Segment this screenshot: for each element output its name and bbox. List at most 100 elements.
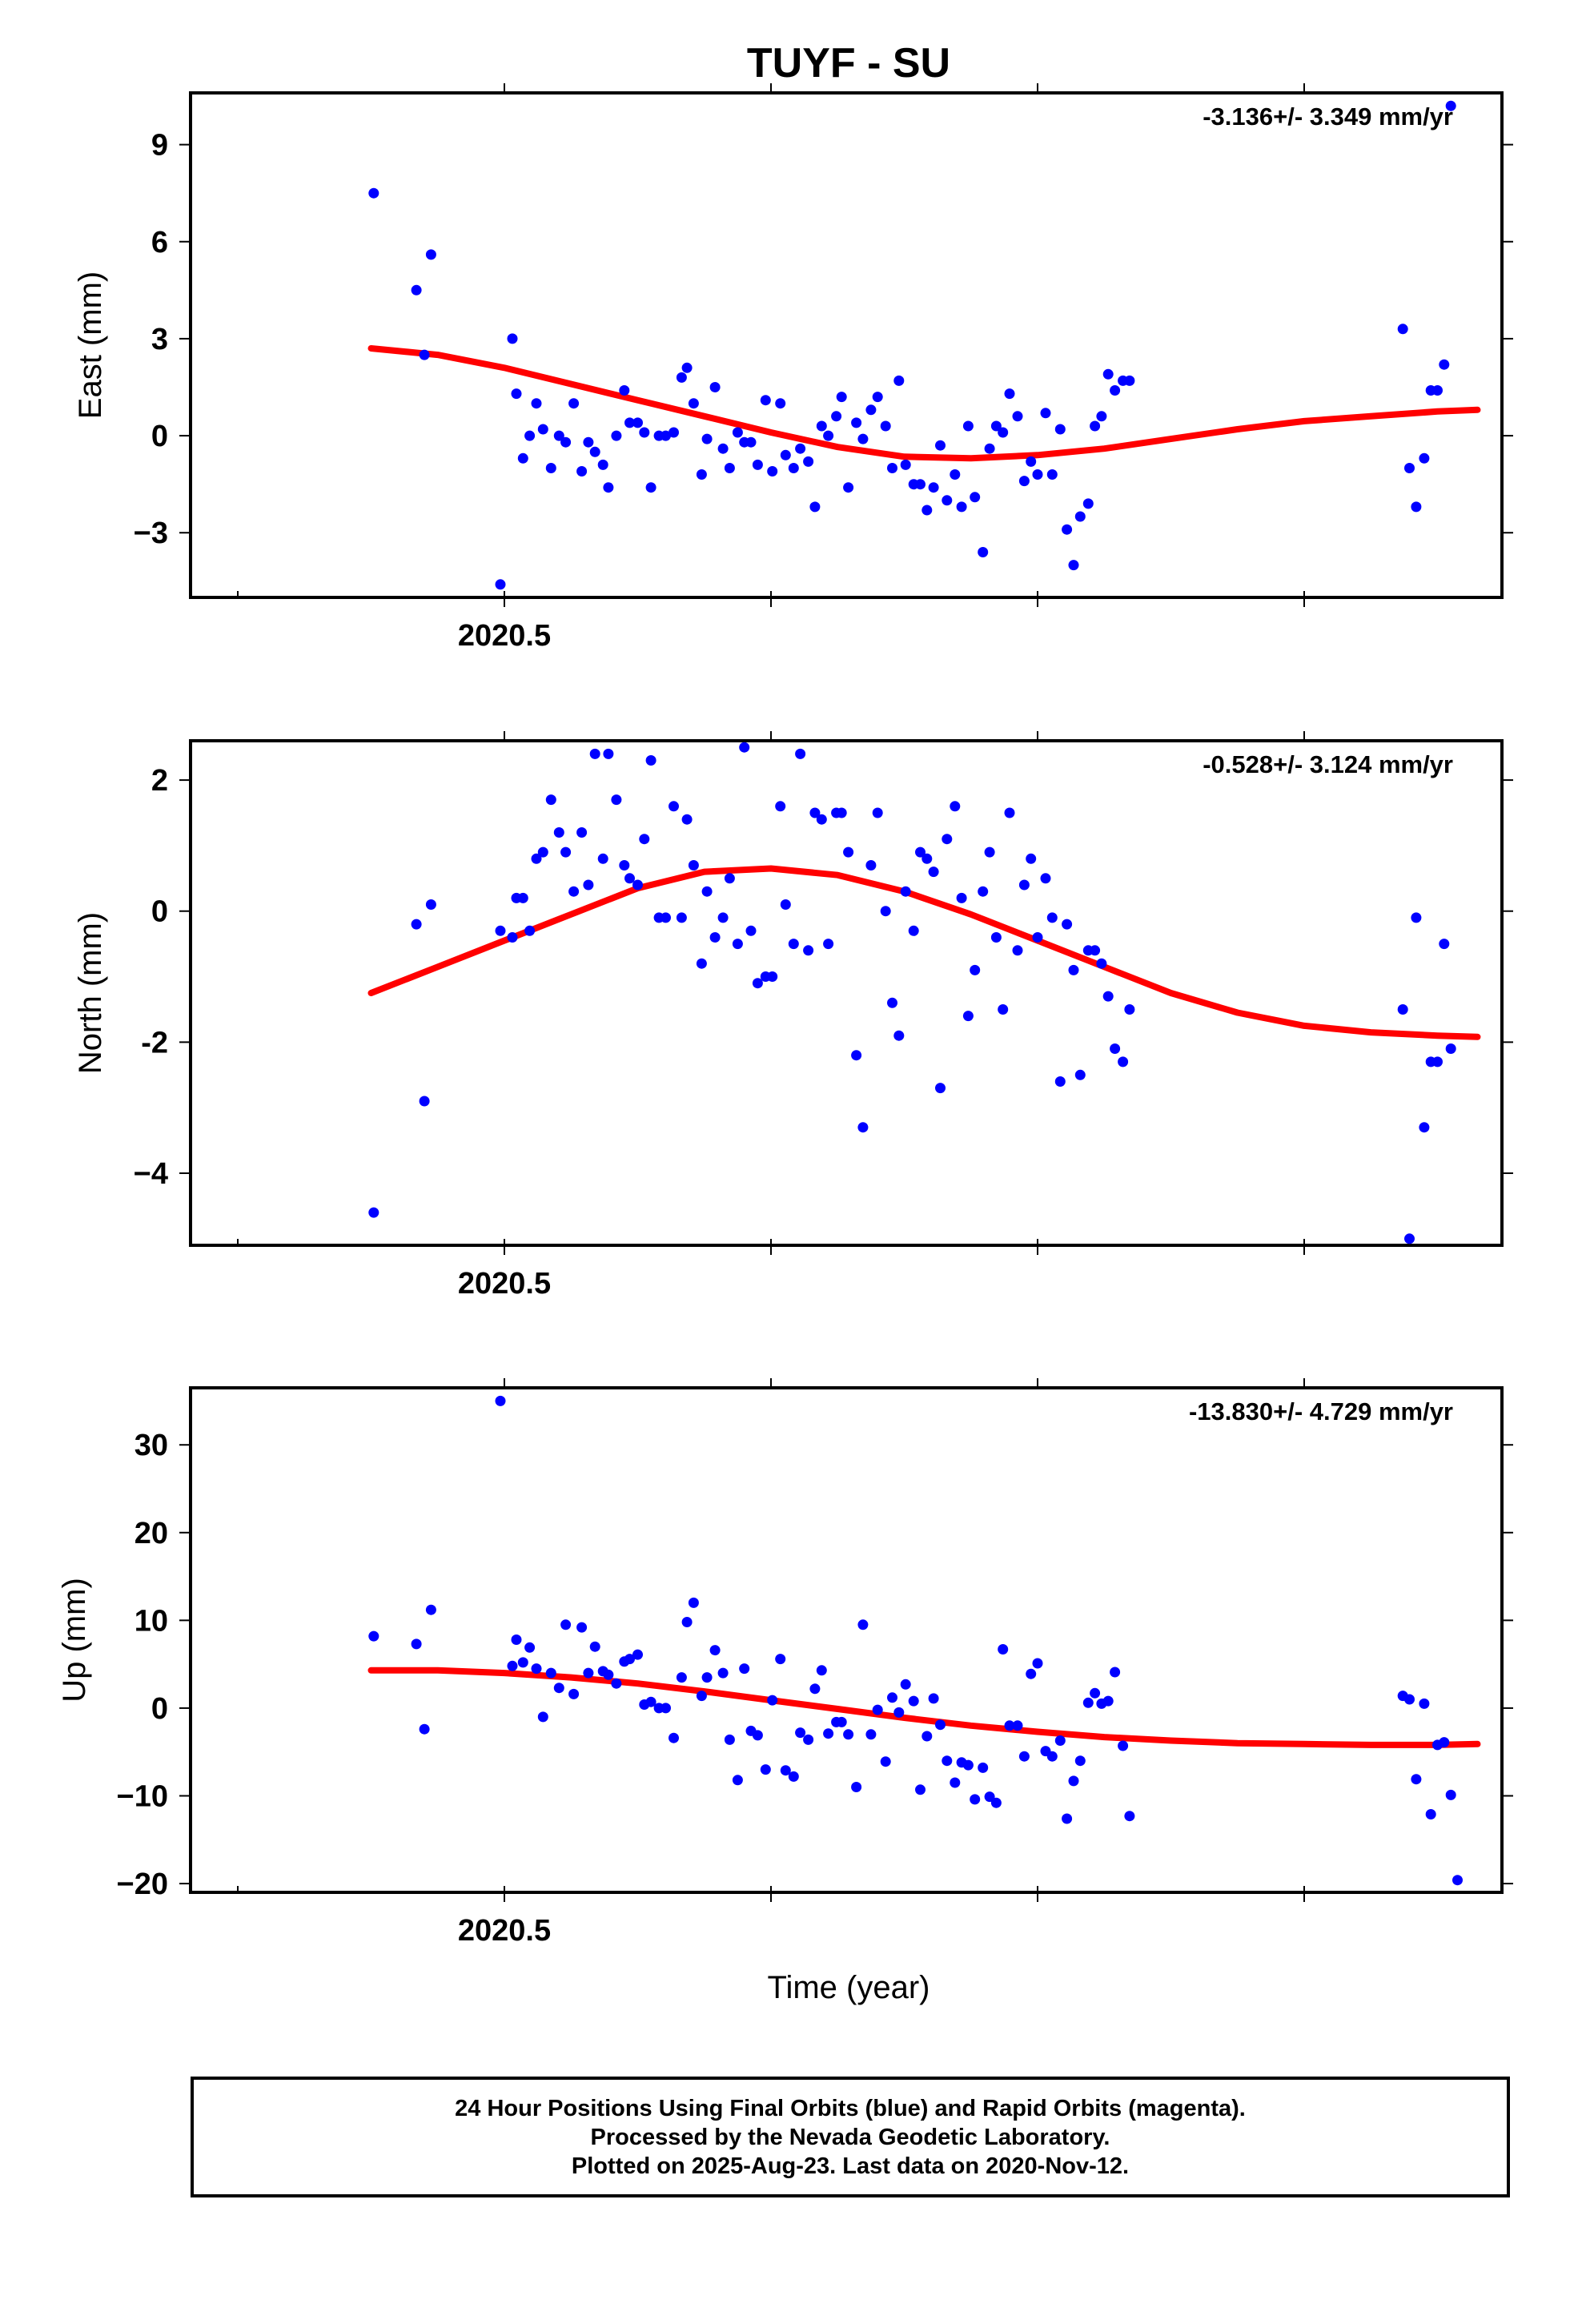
data-point	[1459, 0, 1469, 6]
rate-annotation-east: -3.136+/- 3.349 mm/yr	[1203, 103, 1453, 131]
footer-line-1: 24 Hour Positions Using Final Orbits (bl…	[455, 2095, 1246, 2121]
data-point	[669, 427, 679, 438]
y-axis-label-east: East (mm)	[73, 271, 108, 419]
data-point	[589, 446, 600, 457]
data-point	[809, 1683, 821, 1695]
data-point	[709, 932, 721, 943]
data-point	[1062, 919, 1073, 930]
data-point	[1397, 324, 1408, 335]
data-point	[688, 1597, 699, 1608]
data-point	[1062, 524, 1073, 535]
data-point	[780, 899, 791, 910]
data-point	[1032, 1658, 1043, 1669]
data-point	[624, 417, 635, 428]
data-point	[1018, 879, 1030, 891]
data-point	[1110, 1667, 1121, 1678]
data-point	[1054, 1076, 1066, 1087]
data-point	[915, 479, 926, 490]
y-tick-label: 10	[135, 1604, 168, 1638]
data-point	[998, 1644, 1009, 1655]
data-point	[767, 1695, 778, 1706]
data-point	[495, 925, 506, 936]
data-point	[1096, 958, 1107, 969]
y-tick-label: 0	[151, 1692, 168, 1726]
data-point	[1090, 945, 1101, 956]
data-point	[1419, 1698, 1430, 1709]
data-point	[560, 846, 572, 858]
data-point	[1472, 0, 1483, 6]
data-point	[661, 912, 671, 923]
data-point	[1074, 1069, 1086, 1080]
data-point	[865, 860, 877, 870]
data-point	[1082, 498, 1094, 509]
data-point	[887, 1692, 897, 1703]
data-point	[780, 449, 791, 460]
data-point	[836, 807, 847, 818]
data-point	[935, 440, 946, 451]
data-point	[788, 1771, 799, 1782]
data-point	[935, 1083, 946, 1094]
panel-north: 2020.5 −4 -2 0 2 North (mm) -0.528+/- 3.124 mm…	[73, 731, 1513, 1301]
data-point	[978, 886, 989, 897]
data-point	[990, 420, 1002, 432]
data-point	[709, 382, 721, 392]
data-point	[908, 1695, 919, 1707]
data-point	[1004, 388, 1015, 400]
data-point	[1432, 385, 1443, 396]
data-point	[823, 1728, 834, 1739]
data-point	[836, 392, 847, 403]
data-point	[739, 742, 750, 753]
data-point	[831, 411, 842, 422]
panel-east: 2020.5 −3 0 3 6 9 East (mm) -3.136+/- 3.349 mm/…	[73, 0, 1513, 653]
data-point	[1445, 1043, 1456, 1054]
data-point	[1110, 385, 1121, 396]
data-point	[1090, 1687, 1101, 1699]
data-point	[809, 807, 821, 818]
data-point	[872, 392, 883, 403]
y-tick-label: 20	[135, 1517, 168, 1550]
data-point	[978, 547, 989, 557]
data-point	[908, 925, 919, 936]
data-point	[809, 501, 821, 513]
data-point	[507, 932, 518, 943]
data-point	[553, 1683, 564, 1694]
data-point	[752, 1730, 763, 1741]
data-point	[1411, 501, 1422, 513]
data-point	[419, 1096, 430, 1107]
data-point	[411, 284, 422, 296]
data-point	[921, 505, 933, 516]
data-point	[597, 459, 608, 470]
data-point	[568, 886, 580, 897]
data-point	[1124, 375, 1135, 386]
data-point	[962, 1011, 974, 1022]
data-point	[843, 1729, 854, 1740]
data-point	[942, 495, 953, 506]
data-point	[893, 1707, 905, 1718]
data-point	[568, 1688, 580, 1699]
data-point	[1040, 873, 1051, 884]
data-point	[597, 853, 608, 864]
data-point	[823, 939, 834, 950]
data-point	[1102, 368, 1114, 380]
data-point	[425, 899, 436, 910]
data-point	[511, 1634, 522, 1645]
data-point	[1068, 1775, 1079, 1787]
data-point	[1404, 463, 1415, 473]
data-point	[956, 892, 967, 903]
data-point	[524, 925, 536, 936]
data-point	[701, 1672, 713, 1683]
data-point	[688, 860, 699, 870]
data-point	[767, 971, 778, 982]
data-point	[732, 1775, 743, 1786]
data-point	[1012, 1720, 1023, 1731]
data-point	[970, 964, 981, 975]
data-point	[681, 1617, 693, 1627]
data-point	[970, 1794, 981, 1805]
data-point	[745, 925, 757, 936]
data-point	[843, 482, 854, 493]
data-point	[1124, 1811, 1135, 1822]
data-point	[1452, 0, 1463, 6]
data-point	[583, 1667, 594, 1679]
data-point	[732, 427, 743, 438]
